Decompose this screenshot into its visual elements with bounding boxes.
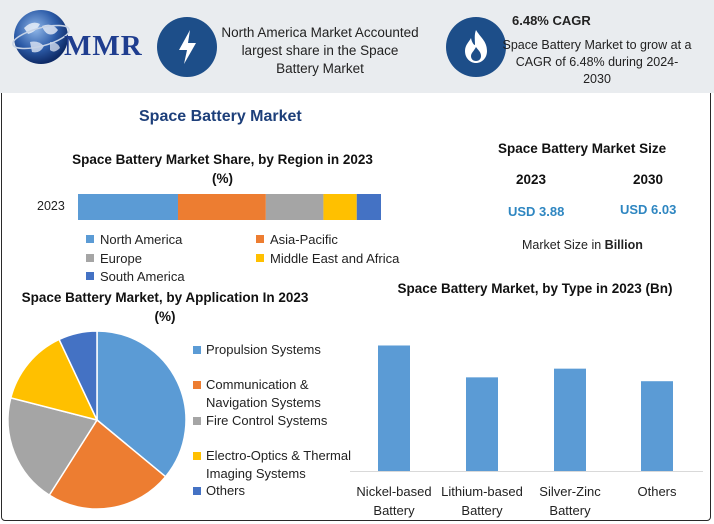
legend-label: Middle East and Africa [270, 251, 400, 266]
type-bar-others [641, 381, 673, 471]
type-bar-silver-zinc-battery [554, 368, 586, 471]
pie-slice-electro-optics-thermal-imaging-systems [9, 338, 99, 422]
region-bar-segment-north-america [78, 194, 178, 220]
market-size-unit-bold: Billion [604, 238, 643, 252]
legend-swatch [86, 272, 94, 280]
legend-label: South America [100, 269, 185, 284]
type-x-label-lithium-based-battery: Lithium-based Battery [441, 484, 523, 518]
pie-slice-propulsion-systems [96, 330, 187, 478]
type-x-label-others: Others [637, 484, 677, 499]
lightning-circle [157, 17, 217, 77]
header-banner: MMR North America Market Accounted large… [0, 0, 714, 93]
legend-swatch [86, 254, 94, 262]
flame-circle [446, 17, 506, 77]
flame-icon [465, 30, 487, 63]
region-legend-item-europe: Europe [86, 251, 142, 266]
region-bar-year: 2023 [37, 199, 65, 213]
market-size-value-2023: USD 3.88 [508, 204, 565, 219]
market-size-unit-prefix: Market Size in [522, 238, 605, 252]
legend-label: Electro-Optics & Thermal Imaging Systems [206, 448, 351, 481]
legend-swatch [193, 452, 201, 460]
region-bar-segment-south-america [356, 194, 381, 220]
legend-label: Propulsion Systems [206, 342, 321, 357]
market-size-year-2023: 2023 [516, 172, 547, 187]
globe-icon [12, 10, 70, 64]
type-x-label-silver-zinc-battery: Silver-Zinc Battery [539, 484, 601, 518]
region-legend-item-north-america: North America [86, 232, 182, 247]
pie-slice-fire-control-systems [7, 396, 99, 497]
region-legend-item-south-america: South America [86, 269, 185, 284]
legend-label: Fire Control Systems [206, 413, 328, 428]
application-chart-title: Space Battery Market, by Application In … [21, 290, 309, 324]
region-bar-segment-europe [265, 194, 324, 220]
market-size-title: Space Battery Market Size [498, 141, 667, 156]
region-bar-segment-asia-pacific [177, 194, 266, 220]
cagr-title: 6.48% CAGR [512, 13, 591, 28]
legend-label: Others [206, 483, 246, 498]
main-title: Space Battery Market [139, 108, 302, 125]
type-bar-nickel-based-battery [378, 345, 410, 471]
legend-swatch [256, 235, 264, 243]
lightning-icon [179, 30, 196, 64]
logo-text: MMR [64, 30, 143, 62]
type-x-label-nickel-based-battery: Nickel-based Battery [356, 484, 432, 518]
application-legend-item-communication-navigation-systems: Communication & Navigation Systems [193, 376, 371, 412]
legend-swatch [86, 235, 94, 243]
application-legend-item-others: Others [193, 482, 371, 500]
pie-slice-others [58, 330, 98, 421]
legend-swatch [193, 381, 201, 389]
type-chart-title: Space Battery Market, by Type in 2023 (B… [397, 281, 673, 296]
legend-swatch [256, 254, 264, 262]
legend-swatch [193, 346, 201, 354]
application-legend-item-propulsion-systems: Propulsion Systems [193, 341, 371, 359]
application-legend-item-electro-optics-thermal-imaging-systems: Electro-Optics & Thermal Imaging Systems [193, 447, 371, 483]
market-size-year-2030: 2030 [633, 172, 664, 187]
market-size-value-2030: USD 6.03 [620, 202, 677, 217]
region-legend-item-middle-east-and-africa: Middle East and Africa [256, 251, 399, 266]
legend-label: Europe [100, 251, 142, 266]
market-size-unit: Market Size in Billion [522, 238, 643, 252]
legend-swatch [193, 487, 201, 495]
pie-slice-communication-navigation-systems [48, 418, 167, 510]
type-bar-lithium-based-battery [466, 377, 498, 471]
legend-swatch [193, 417, 201, 425]
legend-label: Communication & Navigation Systems [206, 377, 321, 410]
highlight-north-america: North America Market Accounted largest s… [221, 25, 419, 76]
region-chart-title: Space Battery Market Share, by Region in… [72, 152, 373, 186]
cagr-text: Space Battery Market to grow at a CAGR o… [502, 38, 692, 86]
legend-label: North America [100, 232, 183, 247]
legend-label: Asia-Pacific [270, 232, 338, 247]
application-legend-item-fire-control-systems: Fire Control Systems [193, 412, 371, 430]
region-bar-segment-middle-east-and-africa [323, 194, 357, 220]
region-legend-item-asia-pacific: Asia-Pacific [256, 232, 338, 247]
